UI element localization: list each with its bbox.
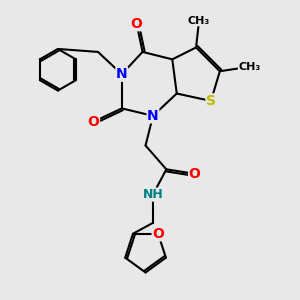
- Text: CH₃: CH₃: [188, 16, 210, 26]
- Text: O: O: [88, 115, 100, 129]
- Text: CH₃: CH₃: [238, 62, 261, 72]
- Text: O: O: [131, 17, 142, 31]
- Text: NH: NH: [142, 188, 163, 201]
- Text: O: O: [189, 167, 200, 181]
- Text: N: N: [147, 109, 159, 123]
- Text: S: S: [206, 94, 216, 108]
- Text: O: O: [152, 227, 164, 241]
- Text: N: N: [116, 67, 128, 81]
